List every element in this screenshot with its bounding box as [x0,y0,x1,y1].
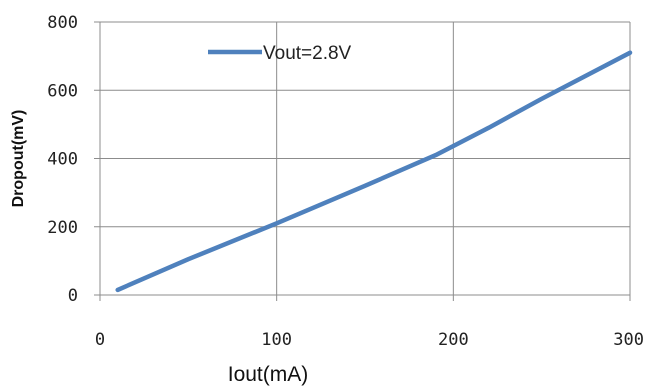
y-tick-label: 200 [47,218,78,238]
legend-label: Vout=2.8V [263,43,352,64]
y-tick-label: 400 [47,150,78,170]
axes [94,21,631,301]
x-tick-label: 200 [438,330,469,350]
series-layer [115,50,633,293]
y-tick-label: 800 [47,13,78,33]
y-axis-title: Dropout(mV) [10,110,27,208]
legend: Vout=2.8V [208,43,352,64]
x-tick-label: 300 [613,330,644,350]
y-tick-label: 600 [47,81,78,101]
x-tick-label: 100 [261,330,292,350]
tick-labels: 0 200 400 600 800 0 100 200 300 [47,13,644,350]
y-tick-label: 0 [68,286,78,306]
grid-lines [100,21,631,295]
x-tick-label: 0 [95,330,105,350]
series-line [115,50,633,293]
x-axis-title: Iout(mA) [228,363,309,386]
